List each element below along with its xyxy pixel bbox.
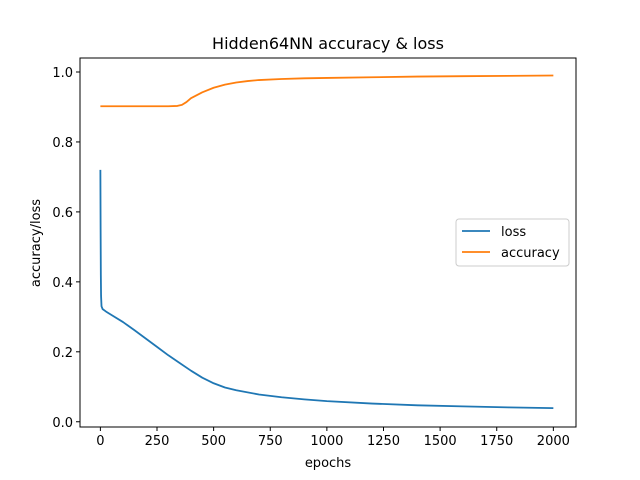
y-tick-label: 0.2 (52, 346, 73, 361)
y-axis-label: accuracy/loss (29, 199, 44, 287)
x-tick-label: 500 (201, 434, 226, 449)
x-axis: 0 250 500 750 1000 1250 1500 1750 2000 (96, 427, 570, 449)
y-tick-label: 1.0 (52, 66, 73, 81)
legend-label-loss: loss (501, 225, 526, 240)
plot-area (99, 74, 554, 410)
x-tick-label: 1000 (310, 434, 343, 449)
x-tick-label: 2000 (537, 434, 570, 449)
x-tick-label: 250 (145, 434, 170, 449)
y-axis: 0.0 0.2 0.4 0.6 0.8 1.0 (52, 66, 80, 431)
x-tick-label: 1750 (480, 434, 513, 449)
x-tick-label: 0 (96, 434, 104, 449)
series-line-loss (99, 169, 554, 410)
x-tick-label: 1500 (424, 434, 457, 449)
legend: loss accuracy (455, 218, 570, 267)
series-line-accuracy (100, 74, 554, 108)
axes-frame (79, 57, 577, 428)
y-tick-label: 0.6 (52, 206, 73, 221)
x-tick-label: 1250 (367, 434, 400, 449)
y-tick-label: 0.0 (52, 416, 73, 431)
x-axis-label: epochs (305, 456, 352, 471)
legend-label-accuracy: accuracy (501, 246, 560, 261)
x-tick-label: 750 (258, 434, 283, 449)
y-tick-label: 0.4 (52, 276, 73, 291)
y-tick-label: 0.8 (52, 136, 73, 151)
chart-title: Hidden64NN accuracy & loss (212, 34, 444, 53)
